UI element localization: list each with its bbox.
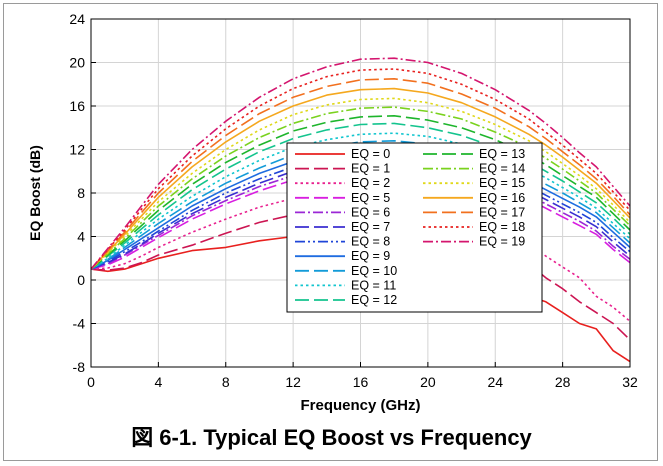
legend-label: EQ = 14 — [479, 162, 525, 176]
x-tick-label: 24 — [487, 374, 503, 390]
legend-label: EQ = 11 — [351, 278, 396, 292]
legend-box — [286, 142, 543, 313]
legend-label: EQ = 2 — [351, 176, 390, 190]
series-line-eq-15 — [90, 97, 631, 270]
series-line-eq-13 — [90, 115, 631, 270]
legend-label: EQ = 7 — [351, 220, 390, 234]
legend-label: EQ = 9 — [351, 249, 390, 263]
x-tick-label: 8 — [222, 374, 230, 390]
series-line-eq-19 — [90, 57, 631, 270]
y-tick-label: 24 — [69, 11, 85, 27]
series-line-eq-14 — [90, 106, 631, 270]
legend-label: EQ = 17 — [479, 205, 525, 219]
legend-label: EQ = 16 — [479, 191, 525, 205]
legend-label: EQ = 6 — [351, 205, 390, 219]
series-line-eq-16 — [90, 87, 631, 270]
x-tick-label: 28 — [555, 374, 571, 390]
x-tick-label: 4 — [154, 374, 162, 390]
y-tick-label: 8 — [77, 185, 85, 201]
y-tick-label: 20 — [69, 55, 85, 71]
legend-label: EQ = 1 — [351, 162, 390, 176]
y-tick-label: 4 — [77, 229, 85, 245]
series-line-eq-12 — [90, 122, 631, 270]
legend-label: EQ = 5 — [351, 191, 390, 205]
legend-label: EQ = 0 — [351, 147, 390, 161]
y-tick-label: 16 — [69, 98, 85, 114]
legend-label: EQ = 15 — [479, 176, 525, 190]
x-tick-label: 20 — [420, 374, 436, 390]
y-tick-label: 12 — [69, 142, 85, 158]
x-tick-label: 16 — [353, 374, 369, 390]
legend-label: EQ = 18 — [479, 220, 525, 234]
series-line-eq-11 — [90, 132, 631, 270]
x-axis-label: Frequency (GHz) — [300, 397, 420, 414]
x-tick-label: 32 — [622, 374, 638, 390]
legend-label: EQ = 13 — [479, 147, 525, 161]
y-tick-label: -4 — [73, 316, 86, 332]
series-line-eq-17 — [90, 78, 631, 270]
series-line-eq-10 — [90, 140, 631, 270]
y-axis-label: EQ Boost (dB) — [27, 145, 43, 241]
axis-ticks: 0 4 8 12 16 20 24 28 32 -8 -4 0 4 8 12 16 20 24 — [69, 11, 638, 390]
figure-caption: 図 6-1. Typical EQ Boost vs Frequency — [131, 425, 532, 450]
legend-label: EQ = 10 — [351, 264, 397, 278]
legend: EQ = 0EQ = 1EQ = 2EQ = 5EQ = 6EQ = 7EQ =… — [286, 142, 543, 313]
x-tick-label: 0 — [87, 374, 95, 390]
y-tick-label: 0 — [77, 272, 85, 288]
legend-label: EQ = 19 — [479, 235, 525, 249]
legend-label: EQ = 12 — [351, 293, 397, 307]
y-tick-label: -8 — [73, 359, 86, 375]
x-tick-label: 12 — [285, 374, 301, 390]
series-line-eq-2 — [90, 186, 631, 322]
legend-label: EQ = 8 — [351, 235, 390, 249]
